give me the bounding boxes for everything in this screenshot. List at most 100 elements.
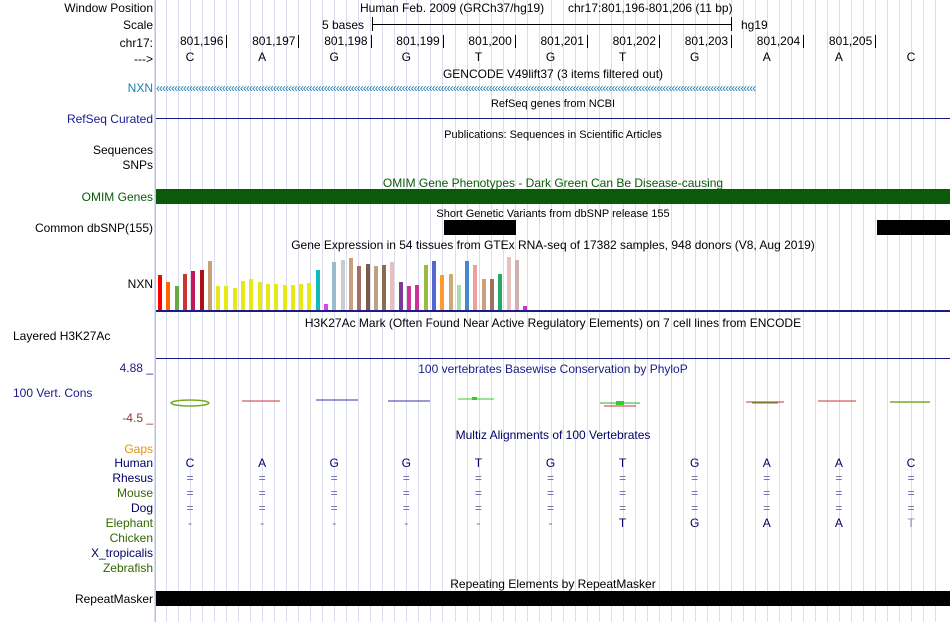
alignment-base: A [258,456,267,470]
gtex-bar[interactable] [348,258,353,310]
species-label[interactable]: Dog [130,501,153,515]
gtex-bar[interactable] [407,286,411,310]
gtex-bar[interactable] [207,261,212,310]
alignment-base: = [402,486,410,500]
alignment-base: = [691,486,699,500]
gtex-bar[interactable] [274,284,279,310]
gtex-bar[interactable] [199,270,204,310]
alignment-base: = [619,486,627,500]
repeatmasker-track-label[interactable]: RepeatMasker [74,592,153,606]
repeatmasker-track-title: Repeating Elements by RepeatMasker [450,577,656,591]
multiz-track-title: Multiz Alignments of 100 Vertebrates [455,428,651,442]
gtex-bar[interactable] [265,284,270,310]
gtex-bar[interactable] [431,261,436,310]
alignment-base: = [474,486,482,500]
gtex-bar[interactable] [523,306,528,310]
gtex-track-label[interactable]: NXN [127,277,153,291]
alignment-base: = [546,471,554,485]
gtex-bar[interactable] [257,282,262,310]
gtex-bar[interactable] [514,260,519,310]
gtex-bar[interactable] [398,282,403,310]
gtex-bar[interactable] [241,281,245,310]
gtex-bar[interactable] [315,270,320,310]
gtex-bar[interactable] [440,275,445,310]
refseq-gene-line[interactable] [156,118,950,119]
gtex-bar[interactable] [456,285,461,310]
gtex-bar[interactable] [448,274,453,310]
track-area[interactable]: Human Feb. 2009 (GRCh37/hg19) chr17:801,… [154,0,950,622]
alignment-base: G [545,456,556,470]
gtex-bar[interactable] [158,275,162,310]
gtex-bar[interactable] [415,285,420,310]
species-label[interactable]: Mouse [116,486,153,500]
species-label[interactable]: Rhesus [112,471,153,485]
dbsnp-variant-2[interactable] [877,220,950,235]
gtex-bar[interactable] [473,265,478,310]
gtex-bar[interactable] [365,264,370,310]
omim-track-label[interactable]: OMIM Genes [81,190,153,204]
base-letter: T [618,50,627,64]
refseq-track-label[interactable]: RefSeq Curated [66,112,153,126]
publications-sequences-label[interactable]: Sequences [92,143,153,157]
gtex-bar[interactable] [166,282,171,310]
omim-gene-bar[interactable] [156,189,950,204]
phylop-signal[interactable] [156,390,950,414]
alignment-base: = [691,501,699,515]
gtex-bar[interactable] [382,265,387,310]
gtex-bar[interactable] [182,274,187,310]
gtex-bar[interactable] [249,279,254,310]
repeatmasker-element[interactable] [156,591,950,606]
species-label[interactable]: X_tropicalis [90,546,153,560]
gtex-bar[interactable] [282,285,287,310]
gtex-bar[interactable] [290,285,295,310]
gtex-bar[interactable] [490,279,494,310]
alignment-base: G [690,516,700,530]
gtex-bar[interactable] [390,262,395,310]
species-label[interactable]: Zebrafish [102,561,153,575]
gtex-bar[interactable] [423,265,428,310]
alignment-base: A [762,516,771,530]
gtex-bar[interactable] [232,288,237,310]
gtex-bar-chart[interactable] [156,254,536,310]
gtex-bar[interactable] [465,261,470,310]
gtex-bar[interactable] [340,260,345,310]
gtex-bar[interactable] [332,262,337,310]
coordinate-tick: 801,198 [324,35,372,48]
base-letter: G [545,50,556,64]
gtex-bar[interactable] [506,257,511,310]
gtex-bar[interactable] [224,286,229,310]
alignment-base: = [546,501,554,515]
gtex-bar[interactable] [324,304,328,310]
alignment-base: A [834,516,843,530]
track-area-left-border [155,0,156,622]
gtex-bar[interactable] [498,274,503,310]
gtex-bar[interactable] [299,284,304,310]
publications-snps-label[interactable]: SNPs [122,158,153,172]
gencode-gene-arrows[interactable]: ‹‹‹‹‹‹‹‹‹‹‹‹‹‹‹‹‹‹‹‹‹‹‹‹‹‹‹‹‹‹‹‹‹‹‹‹‹‹‹‹… [156,81,756,95]
alignment-base: T [907,516,915,530]
gtex-bar[interactable] [357,266,362,310]
dbsnp-track-label[interactable]: Common dbSNP(155) [34,221,153,235]
gtex-bar[interactable] [307,283,312,310]
gtex-bar[interactable] [481,279,486,310]
gencode-gene-label[interactable]: NXN [127,81,153,95]
gtex-bar[interactable] [174,286,179,310]
h3k27ac-track-label[interactable]: Layered H3K27Ac [13,329,111,343]
species-label[interactable]: Elephant [105,516,153,530]
alignment-base: = [474,471,482,485]
species-label[interactable]: Chicken [109,531,153,545]
species-label[interactable]: Human [114,456,153,470]
base-letter: T [474,50,483,64]
phylop-track-label[interactable]: 100 Vert. Cons [13,386,93,400]
alignment-base: A [834,456,843,470]
gtex-bar[interactable] [373,266,378,310]
gtex-bar[interactable] [216,286,221,310]
base-letter: G [329,50,339,64]
omim-track-title: OMIM Gene Phenotypes - Dark Green Can Be… [382,176,724,190]
alignment-base: = [330,501,338,515]
phylop-max-label: 4.88 _ [119,361,153,375]
alignment-base: C [185,456,195,470]
gtex-bar[interactable] [191,271,196,310]
dbsnp-variant-1[interactable] [444,220,516,235]
alignment-base: = [258,471,266,485]
